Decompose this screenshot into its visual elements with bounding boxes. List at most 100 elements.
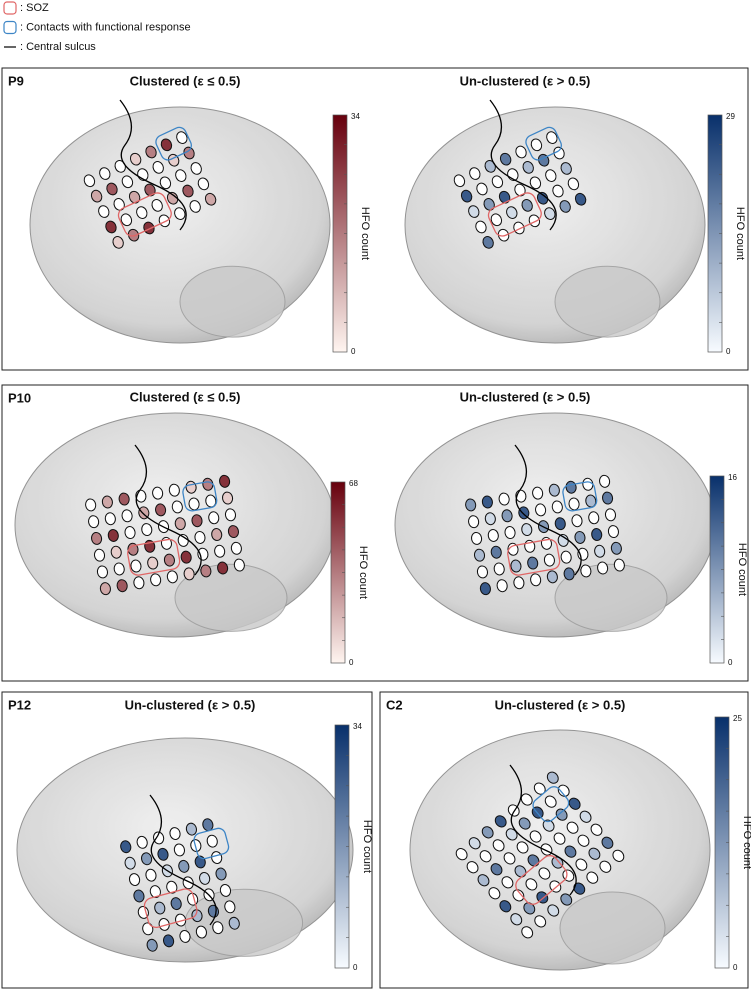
electrode bbox=[521, 926, 534, 939]
electrode-grid bbox=[85, 474, 245, 596]
electrode bbox=[214, 544, 226, 558]
electrode bbox=[544, 207, 556, 220]
electrode bbox=[155, 503, 167, 517]
electrode bbox=[183, 567, 195, 581]
colorbar-min: 0 bbox=[349, 658, 354, 667]
electrode bbox=[468, 515, 480, 529]
electrode bbox=[191, 909, 203, 923]
electrode bbox=[510, 559, 522, 573]
electrode bbox=[468, 205, 480, 218]
electrode bbox=[104, 512, 116, 526]
electrode bbox=[93, 548, 106, 562]
panel-id: C2 bbox=[386, 697, 403, 712]
electrode bbox=[152, 486, 164, 500]
electrode bbox=[546, 570, 558, 584]
electrode bbox=[498, 492, 510, 506]
electrode bbox=[522, 161, 534, 174]
electrode bbox=[224, 900, 236, 914]
electrode bbox=[112, 236, 124, 249]
electrode bbox=[523, 902, 536, 915]
electrode bbox=[612, 849, 625, 862]
electrode bbox=[514, 183, 526, 197]
brain-lobe bbox=[554, 563, 668, 632]
electrode bbox=[510, 913, 523, 926]
electrode bbox=[498, 190, 511, 204]
electrode bbox=[83, 174, 96, 188]
electrode bbox=[128, 190, 141, 204]
electrode bbox=[468, 837, 481, 850]
legend-label: : Contacts with functional response bbox=[20, 21, 191, 33]
electrode bbox=[159, 176, 172, 190]
electrode bbox=[149, 885, 161, 899]
electrode bbox=[488, 887, 501, 900]
electrode bbox=[491, 175, 504, 189]
central-sulcus bbox=[489, 99, 557, 231]
electrode bbox=[574, 530, 586, 544]
electrode bbox=[189, 200, 201, 213]
electrode bbox=[501, 509, 513, 523]
electrode bbox=[169, 827, 181, 840]
electrode bbox=[197, 177, 210, 191]
electrode bbox=[180, 550, 192, 564]
electrode bbox=[481, 826, 494, 839]
electrode bbox=[545, 169, 557, 182]
electrode bbox=[514, 865, 527, 878]
electrode bbox=[144, 183, 156, 197]
electrode bbox=[195, 925, 207, 939]
electrode bbox=[208, 511, 220, 525]
electrode bbox=[538, 867, 551, 880]
electrode bbox=[179, 930, 191, 943]
electrode bbox=[120, 213, 133, 227]
colorbar-label: HFO count bbox=[741, 816, 751, 869]
functional-outline bbox=[532, 786, 570, 823]
electrode bbox=[145, 145, 157, 159]
electrode bbox=[571, 514, 583, 528]
colorbar-max: 16 bbox=[728, 473, 737, 482]
electrode bbox=[490, 545, 502, 559]
electrode bbox=[506, 206, 518, 219]
electrode bbox=[559, 200, 571, 213]
colorbar-min: 0 bbox=[728, 658, 733, 667]
legend-box bbox=[3, 1, 17, 15]
electrode bbox=[484, 512, 496, 526]
electrode bbox=[183, 146, 195, 160]
electrode bbox=[516, 841, 529, 854]
electrode bbox=[487, 529, 499, 542]
brain-lobe bbox=[179, 265, 286, 338]
electrode bbox=[118, 492, 130, 506]
electrode bbox=[88, 515, 100, 529]
electrode bbox=[490, 213, 503, 227]
soz-outline bbox=[117, 192, 172, 237]
electrode bbox=[124, 526, 136, 540]
electrode bbox=[477, 874, 490, 887]
electrode bbox=[190, 162, 202, 175]
electrode bbox=[548, 483, 560, 497]
electrode bbox=[521, 199, 533, 212]
electrode bbox=[591, 528, 603, 541]
electrode bbox=[176, 131, 188, 144]
electrode bbox=[166, 880, 178, 894]
electrode bbox=[160, 138, 173, 152]
colorbar-label: HFO count bbox=[734, 207, 746, 260]
electrode bbox=[217, 561, 229, 575]
panel-frame bbox=[1, 384, 749, 682]
electrode bbox=[222, 491, 234, 505]
functional-outline bbox=[525, 126, 562, 161]
electrode bbox=[99, 167, 111, 180]
electrode bbox=[455, 848, 468, 861]
electrode bbox=[527, 854, 540, 867]
electrode bbox=[546, 131, 558, 144]
electrode bbox=[469, 167, 481, 180]
electrode bbox=[535, 503, 547, 517]
electrode bbox=[99, 582, 111, 596]
electrode bbox=[151, 199, 163, 212]
electrode bbox=[113, 198, 125, 211]
legend-label: : Central sulcus bbox=[20, 41, 96, 53]
colorbar-max: 34 bbox=[353, 722, 362, 731]
electrode bbox=[547, 904, 560, 917]
electrode bbox=[106, 182, 118, 196]
electrode bbox=[513, 576, 525, 590]
electrode bbox=[174, 207, 186, 220]
electrode bbox=[137, 905, 149, 919]
